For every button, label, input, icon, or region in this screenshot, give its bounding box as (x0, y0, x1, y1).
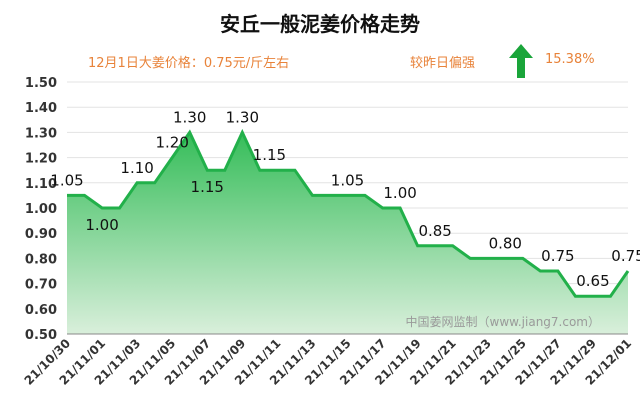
data-label: 0.65 (576, 272, 609, 290)
data-label: 1.20 (155, 134, 188, 152)
y-tick-label: 1.10 (25, 177, 57, 192)
data-label: 1.15 (191, 178, 224, 196)
y-tick-label: 1.50 (25, 76, 57, 91)
change-percent: 15.38% (545, 52, 595, 67)
y-tick-label: 1.30 (25, 126, 57, 141)
data-label: 1.30 (173, 108, 206, 126)
data-label: 0.80 (489, 234, 522, 252)
price-line (67, 128, 630, 298)
price-area (67, 132, 628, 334)
data-label: 1.30 (226, 108, 259, 126)
data-label: 1.00 (383, 184, 416, 202)
comparison-label: 较昨日偏强 (410, 56, 476, 71)
price-subtitle: 12月1日大姜价格：0.75元/斤左右 (88, 56, 290, 71)
data-label: 1.10 (120, 159, 153, 177)
y-tick-label: 0.90 (25, 227, 57, 242)
data-label: 1.15 (253, 146, 286, 164)
data-label: 0.75 (611, 247, 640, 265)
chart-title: 安丘一般泥姜价格走势 (220, 12, 420, 36)
y-tick-label: 0.50 (25, 328, 57, 343)
data-label: 1.05 (331, 171, 364, 189)
data-label: 1.05 (50, 171, 83, 189)
watermark: 中国姜网监制（www.jiang7.com） (406, 314, 600, 329)
y-tick-label: 1.20 (25, 152, 57, 167)
up-arrow-icon (509, 44, 533, 78)
y-tick-label: 0.80 (25, 252, 57, 267)
data-label: 0.75 (541, 247, 574, 265)
data-label: 1.00 (85, 216, 118, 234)
data-label: 0.85 (418, 222, 451, 240)
y-tick-label: 0.70 (25, 278, 57, 293)
y-tick-label: 1.40 (25, 101, 57, 116)
y-tick-label: 1.00 (25, 202, 57, 217)
y-tick-label: 0.60 (25, 303, 57, 318)
